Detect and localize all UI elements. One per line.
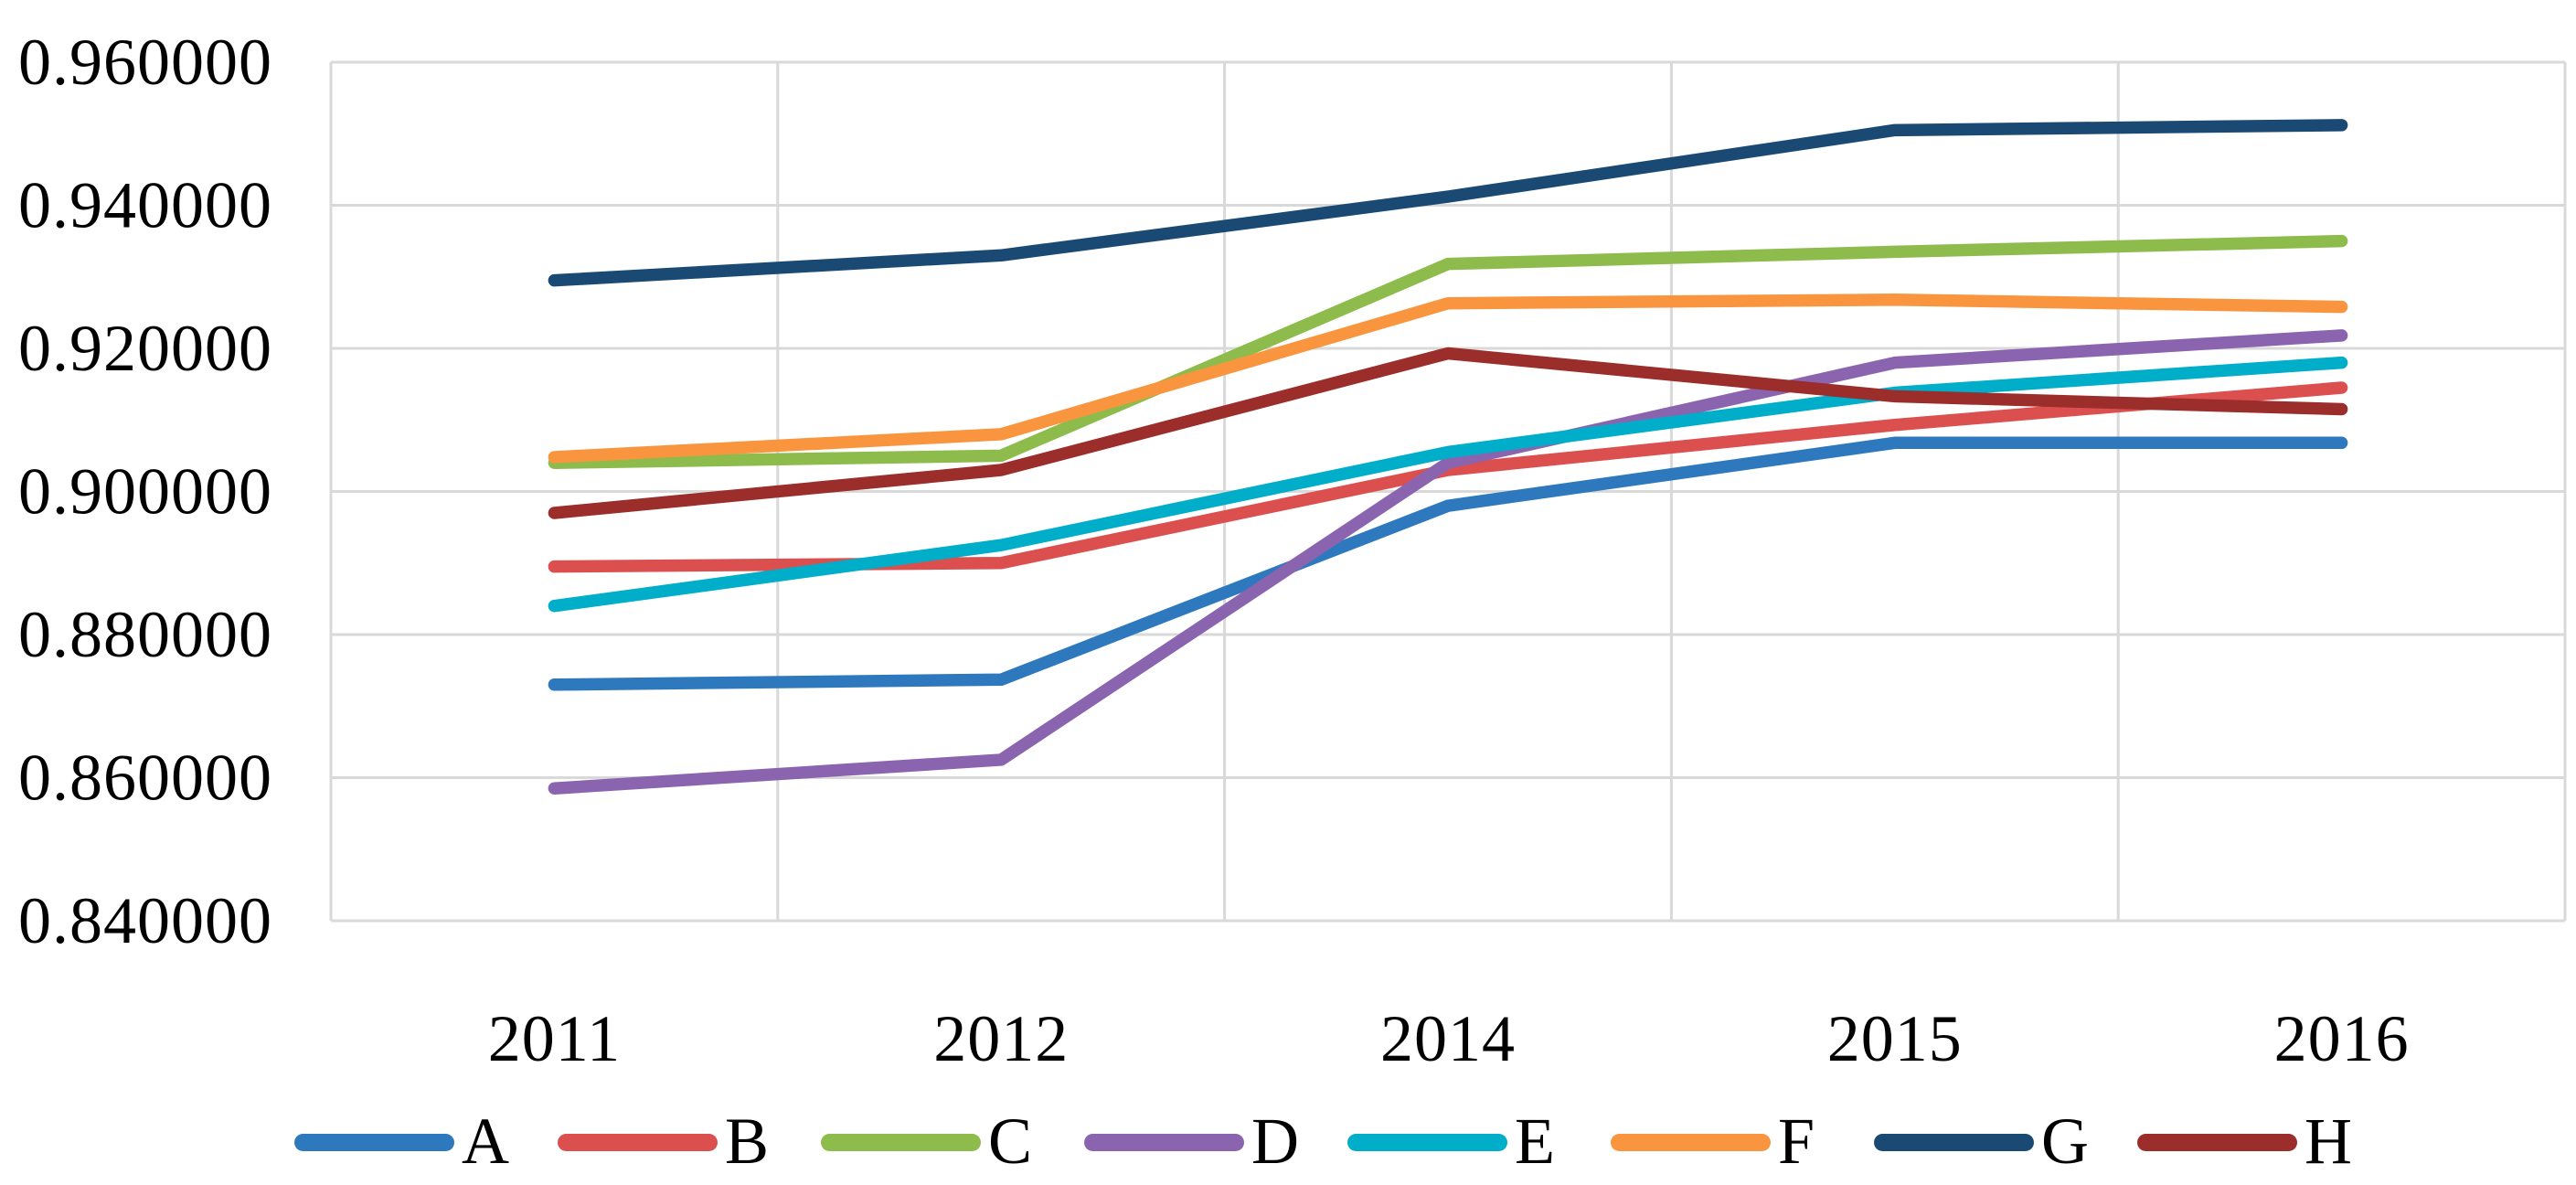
x-axis-tick-label: 2012 — [933, 1002, 1069, 1075]
legend-label-C: C — [988, 1105, 1032, 1178]
series-line-G — [548, 119, 2348, 287]
y-axis-tick-label: 0.840000 — [18, 884, 272, 957]
legend-swatch-A — [294, 1134, 454, 1151]
y-axis-tick-label: 0.920000 — [18, 312, 272, 385]
y-axis-tick-label: 0.940000 — [18, 169, 272, 242]
legend-swatch-D — [1084, 1134, 1244, 1151]
legend-label-A: A — [462, 1105, 509, 1178]
legend-label-F: F — [1778, 1105, 1815, 1178]
legend-swatch-G — [1874, 1134, 2034, 1151]
series-line-D — [548, 329, 2348, 795]
x-axis-tick-label: 2015 — [1827, 1002, 1963, 1075]
y-axis-tick-label: 0.860000 — [18, 742, 272, 815]
series-line-B — [548, 381, 2348, 573]
series-line-F — [548, 294, 2348, 464]
x-axis-tick-label: 2014 — [1380, 1002, 1516, 1075]
series-line-H — [548, 347, 2348, 519]
x-axis-tick-label: 2016 — [2274, 1002, 2410, 1075]
legend-label-B: B — [725, 1105, 769, 1178]
y-axis-tick-label: 0.900000 — [18, 455, 272, 528]
legend-swatch-E — [1347, 1134, 1507, 1151]
legend-swatch-C — [821, 1134, 981, 1151]
legend-label-D: D — [1251, 1105, 1299, 1178]
legend-label-G: G — [2041, 1105, 2089, 1178]
series-line-A — [548, 436, 2348, 691]
series-line-E — [548, 356, 2348, 613]
legend-swatch-B — [558, 1134, 718, 1151]
legend-swatch-H — [2137, 1134, 2297, 1151]
y-axis-tick-label: 0.960000 — [18, 26, 272, 99]
y-axis-tick-label: 0.880000 — [18, 598, 272, 671]
x-axis-tick-label: 2011 — [488, 1002, 621, 1075]
legend-label-E: E — [1515, 1105, 1555, 1178]
series-line-C — [548, 234, 2348, 469]
legend-swatch-F — [1611, 1134, 1771, 1151]
legend-label-H: H — [2305, 1105, 2352, 1178]
